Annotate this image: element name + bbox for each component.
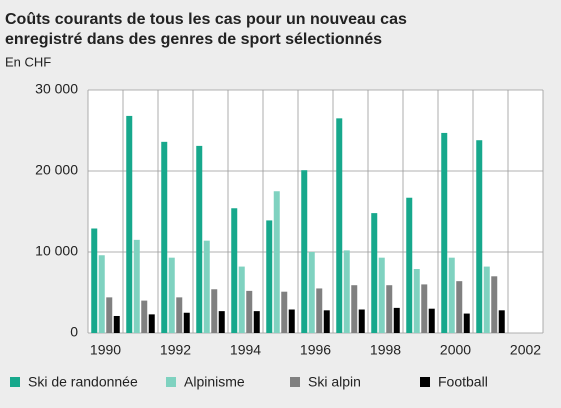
bar: [358, 309, 365, 333]
bar: [98, 255, 105, 333]
bar: [386, 285, 393, 333]
y-tick-label: 20 000: [35, 162, 78, 178]
bar: [456, 281, 463, 333]
bar: [266, 220, 273, 333]
y-tick-label: 0: [70, 324, 78, 340]
bar: [336, 118, 343, 333]
bar: [463, 313, 470, 333]
y-tick-label: 30 000: [35, 81, 78, 97]
bar: [301, 170, 308, 333]
plot-area: [88, 90, 543, 333]
bar: [231, 208, 238, 333]
bar: [448, 257, 455, 333]
bar: [246, 290, 253, 333]
bar: [316, 288, 323, 333]
bar: [406, 197, 413, 333]
bar: [211, 289, 218, 333]
bar: [343, 250, 350, 333]
bar: [483, 266, 490, 333]
x-tick-label: 1994: [230, 342, 261, 358]
bar: [203, 240, 210, 333]
x-tick-label: 2002: [510, 342, 541, 358]
bar: [371, 213, 378, 333]
legend-swatch: [10, 377, 20, 387]
bar: [441, 132, 448, 333]
bar: [133, 239, 140, 333]
bar: [498, 310, 505, 333]
bar: [428, 308, 435, 333]
bar: [168, 257, 175, 333]
bar: [176, 297, 183, 333]
bar: [91, 228, 98, 333]
bar: [161, 141, 168, 333]
bar: [281, 291, 288, 333]
bar: [113, 315, 120, 333]
bar: [421, 284, 428, 333]
bar: [141, 300, 148, 333]
legend-label: Ski alpin: [308, 374, 361, 390]
bar: [323, 310, 330, 333]
bar: [308, 252, 315, 333]
bar: [126, 115, 133, 333]
bar: [378, 257, 385, 333]
bar: [196, 145, 203, 333]
x-tick-label: 2000: [440, 342, 471, 358]
chart-title: Coûts courants de tous les cas pour un n…: [5, 11, 407, 28]
legend-label: Football: [438, 374, 488, 390]
x-tick-label: 1992: [160, 342, 191, 358]
chart-subtitle: En CHF: [5, 54, 51, 69]
legend-swatch: [166, 377, 176, 387]
bar: [476, 140, 483, 333]
x-tick-label: 1990: [90, 342, 121, 358]
bar: [183, 312, 190, 333]
bar: [288, 309, 295, 333]
legend-swatch: [420, 377, 430, 387]
bar: [148, 314, 155, 333]
legend-label: Alpinisme: [184, 374, 245, 390]
bar: [413, 269, 420, 333]
bar: [393, 307, 400, 333]
bar: [253, 311, 260, 333]
bar: [351, 285, 358, 333]
bar: [218, 311, 225, 333]
x-tick-label: 1996: [300, 342, 331, 358]
legend-swatch: [290, 377, 300, 387]
legend-label: Ski de randonnée: [28, 374, 138, 390]
x-tick-label: 1998: [370, 342, 401, 358]
y-tick-label: 10 000: [35, 243, 78, 259]
bar: [273, 191, 280, 333]
chart-title: enregistré dans des genres de sport séle…: [5, 31, 382, 48]
bar: [238, 266, 245, 333]
bar: [106, 297, 113, 333]
bar: [491, 276, 498, 333]
